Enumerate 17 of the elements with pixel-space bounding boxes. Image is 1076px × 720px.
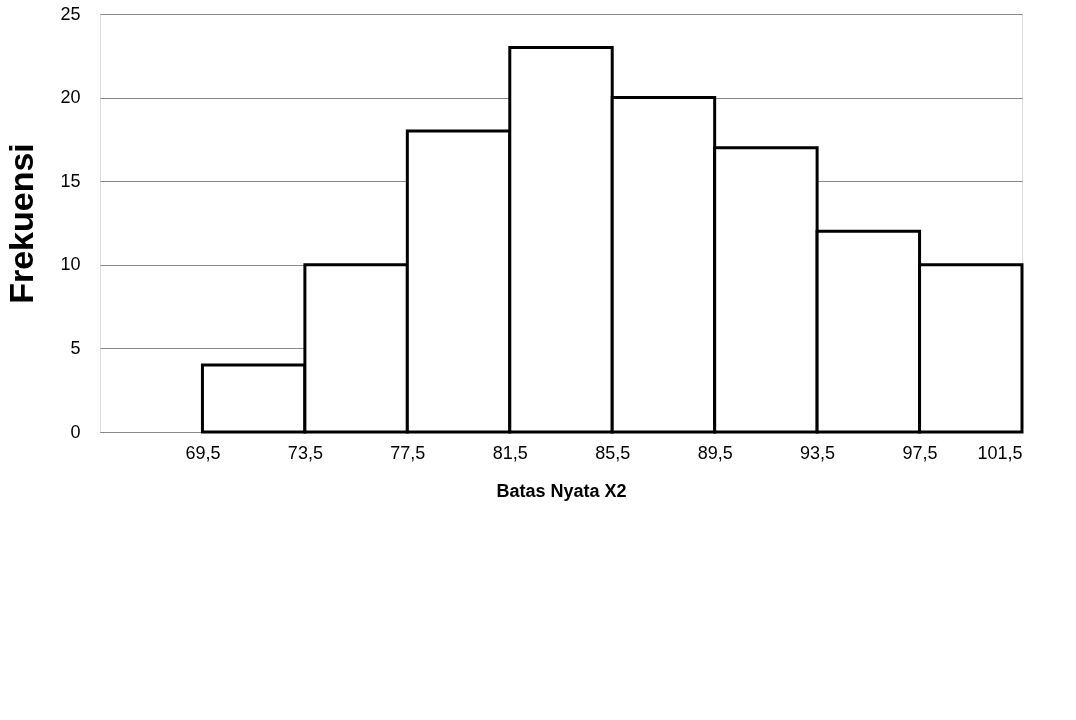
y-tick-label: 5 — [70, 337, 81, 358]
x-tick-label: 89,5 — [697, 442, 733, 463]
x-tick-label: 93,5 — [800, 442, 836, 463]
y-tick-label: 20 — [60, 87, 81, 108]
y-tick-label: 10 — [60, 254, 81, 275]
x-tick-label: 81,5 — [492, 442, 528, 463]
x-tick-label: 101,5 — [977, 442, 1023, 463]
y-tick-label: 15 — [60, 170, 81, 191]
x-tick-label: 85,5 — [595, 442, 631, 463]
x-tick-label: 77,5 — [390, 442, 426, 463]
x-tick-label: 73,5 — [287, 442, 323, 463]
x-tick-label: 97,5 — [902, 442, 938, 463]
y-axis-title: Frekuensi — [2, 143, 41, 304]
y-tick-label: 25 — [60, 3, 81, 24]
y-tick-label: 0 — [70, 421, 81, 442]
x-axis-title: Batas Nyata X2 — [496, 480, 627, 501]
x-tick-label: 69,5 — [185, 442, 221, 463]
